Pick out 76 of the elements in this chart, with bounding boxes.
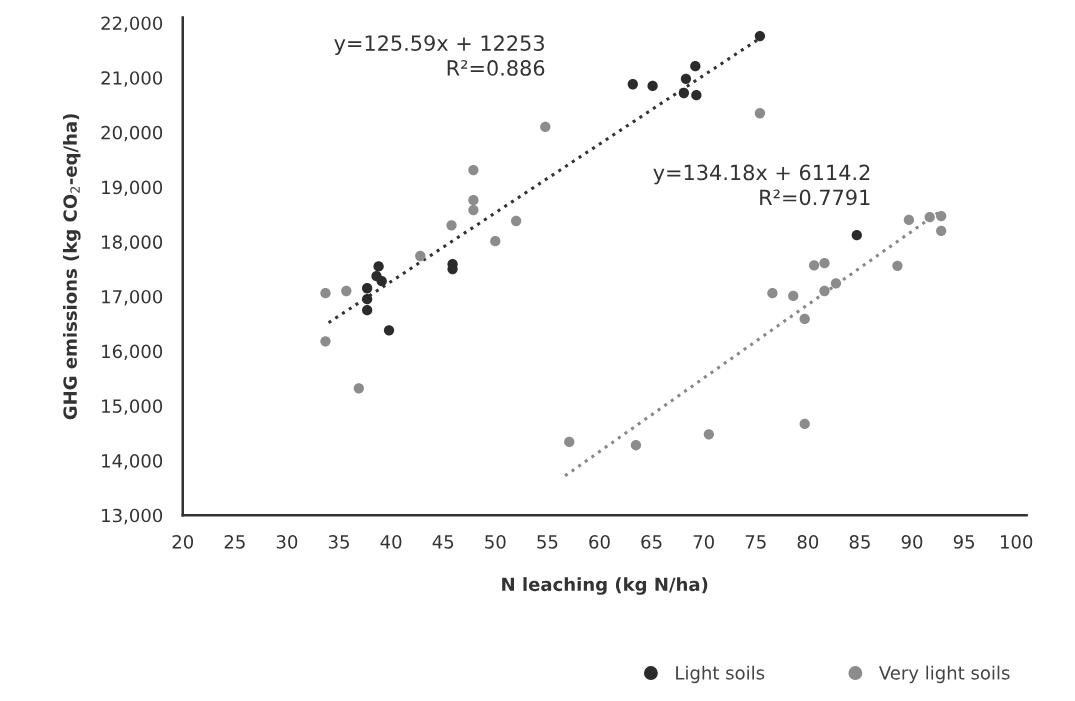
- point: [678, 87, 690, 99]
- point: [936, 225, 947, 236]
- x-tick-label: 90: [901, 535, 923, 549]
- point: [468, 164, 479, 176]
- y-tick-label: 13,000: [102, 508, 163, 525]
- point: [691, 90, 702, 101]
- y-tick-label: 22,000: [101, 16, 163, 32]
- point: [767, 288, 778, 299]
- point: [373, 261, 384, 272]
- annotation: y=134.18x + 6114.2 R²=0.7791: [653, 164, 870, 206]
- point: [819, 257, 830, 269]
- point: [341, 285, 352, 297]
- point: [627, 79, 638, 90]
- point: [383, 325, 395, 336]
- point: [320, 336, 331, 347]
- x-tick-label: 55: [537, 535, 558, 549]
- point: [540, 121, 551, 133]
- point: [630, 440, 642, 451]
- point: [490, 236, 501, 247]
- point: [799, 313, 810, 325]
- point: [510, 215, 522, 227]
- x-tick-label: 70: [693, 535, 714, 549]
- point: [446, 220, 457, 231]
- point: [690, 61, 701, 72]
- x-tick-label: 35: [328, 535, 349, 549]
- x-tick-label: 75: [745, 535, 766, 549]
- legend-label: Light soils: [676, 665, 765, 684]
- point: [851, 230, 862, 241]
- y-tick-label: 20,000: [101, 125, 163, 142]
- point: [415, 250, 426, 262]
- x-tick-label: 40: [380, 535, 402, 549]
- y-tick-label: 15,000: [102, 399, 163, 415]
- point: [936, 210, 947, 222]
- point: [819, 285, 830, 297]
- x-tick-label: 20: [172, 535, 194, 549]
- point: [788, 290, 799, 302]
- point: [647, 80, 658, 92]
- point: [892, 260, 903, 271]
- point: [362, 294, 373, 305]
- x-tick-label: 85: [849, 535, 870, 549]
- point: [830, 278, 842, 289]
- point: [376, 276, 387, 287]
- point: [808, 260, 820, 271]
- y-tick-label: 18,000: [102, 235, 163, 251]
- x-tick-label: 45: [432, 535, 454, 549]
- point: [903, 214, 915, 226]
- annotation: y=125.59x + 12253 R²=0.886: [334, 35, 545, 76]
- y-tick-label: 19,000: [102, 180, 163, 197]
- point: [362, 304, 373, 316]
- legend-label: Very light soils: [878, 665, 1010, 684]
- x-tick-label: 65: [641, 535, 662, 549]
- x-tick-label: 100: [1000, 535, 1033, 549]
- point: [703, 429, 715, 440]
- x-tick-label: 30: [276, 535, 298, 549]
- point: [799, 418, 810, 430]
- x-tick-label: 80: [797, 535, 819, 549]
- y-tick-label: 16,000: [102, 344, 163, 361]
- y-tick-label: 17,000: [102, 289, 163, 306]
- x-tick-label: 95: [953, 535, 975, 549]
- point: [468, 195, 479, 206]
- x-tick-label: 50: [485, 535, 506, 549]
- x-tick-label: 60: [589, 535, 610, 549]
- point: [754, 30, 766, 42]
- point: [353, 383, 364, 394]
- point: [754, 108, 766, 119]
- y-axis-title: GHG emissions (kg CO$_{2}$-eq/ha): [62, 114, 81, 420]
- point: [924, 212, 935, 223]
- point: [468, 204, 479, 216]
- point: [564, 436, 575, 448]
- x-tick-label: 25: [224, 535, 245, 549]
- point: [680, 73, 692, 84]
- y-tick-label: 21,000: [101, 71, 163, 87]
- x-axis-title: N leaching (kg N/ha): [502, 577, 708, 595]
- point: [320, 288, 331, 299]
- y-tick-label: 14,000: [102, 454, 163, 470]
- point: [362, 283, 373, 294]
